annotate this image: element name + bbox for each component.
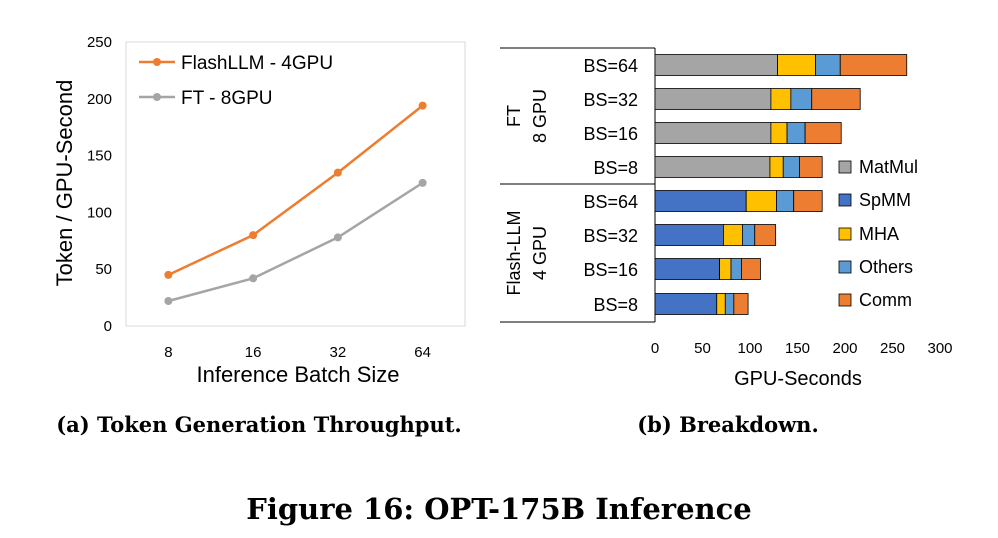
bar-segment-others — [786, 122, 806, 144]
line-series-0 — [167, 104, 424, 277]
line-series-1 — [168, 181, 424, 303]
bar-segment-matmul — [654, 88, 772, 110]
breakdown-bar-chart: FT 8 GPU BS=64 BS=32 BS=16 BS=8 Flash-LLM 4 GPU… — [500, 47, 953, 390]
bar-x-tick-label: 250 — [880, 340, 905, 357]
legend-label: Comm — [859, 290, 912, 310]
legend-swatch-matmul — [838, 160, 852, 174]
line-point — [333, 168, 342, 177]
bar-segment-mha — [770, 122, 788, 144]
bar-segment-others — [776, 190, 795, 212]
bar-x-tick-label: 0 — [651, 340, 659, 357]
legend-label: SpMM — [859, 190, 911, 210]
caption-b: (b) Breakdown. — [637, 412, 819, 437]
bar-row-label: BS=8 — [593, 295, 638, 315]
bar-group-label: FT — [504, 105, 524, 127]
bar-segment-mha — [719, 258, 732, 280]
bar-segment-others — [742, 224, 756, 246]
bar-row-label: BS=64 — [583, 192, 638, 212]
bar-segment-comm — [793, 190, 823, 212]
bar-segment-spmm — [654, 190, 747, 212]
line-x-tick-label: 64 — [414, 344, 431, 361]
bar-segment-others — [730, 258, 742, 280]
line-point — [418, 101, 427, 110]
line-point — [333, 233, 342, 242]
bar-x-tick-label: 100 — [737, 340, 762, 357]
bar-segment-spmm — [654, 293, 718, 315]
line-y-tick-label: 250 — [87, 34, 112, 51]
bar-x-tick-label: 300 — [927, 340, 952, 357]
throughput-line-chart: 0 50 100 150 200 250 8 16 32 64 FlashLLM - 4GPU F… — [52, 34, 466, 387]
bar-segment-comm — [804, 122, 842, 144]
line-y-axis-label: Token / GPU-Second — [52, 80, 77, 287]
bar-segment-comm — [733, 293, 749, 315]
line-y-tick-label: 100 — [87, 204, 112, 221]
bar-group-label: 8 GPU — [530, 89, 550, 143]
line-y-tick-label: 0 — [104, 318, 112, 335]
line-point — [418, 178, 427, 187]
bar-row-label: BS=32 — [583, 226, 638, 246]
bar-segment-mha — [723, 224, 743, 246]
line-x-tick-label: 32 — [330, 344, 347, 361]
bar-row-label: BS=16 — [583, 124, 638, 144]
legend-label: MatMul — [859, 157, 918, 177]
line-chart-frame — [125, 41, 466, 327]
bar-segment-mha — [777, 54, 816, 76]
legend-label: Others — [859, 257, 913, 277]
line-x-tick-label: 16 — [245, 344, 262, 361]
bar-group-label: 4 GPU — [530, 226, 550, 280]
bar-row-label: BS=64 — [583, 56, 638, 76]
legend-label: FT - 8GPU — [181, 88, 273, 109]
line-point — [164, 297, 173, 306]
legend-point-marker — [153, 93, 161, 101]
legend-swatch-comm — [838, 293, 852, 307]
bar-x-tick-label: 150 — [785, 340, 810, 357]
bar-segment-comm — [811, 88, 861, 110]
figure-title: Figure 16: OPT-175B Inference — [246, 492, 751, 526]
bar-segment-matmul — [654, 54, 778, 76]
legend-label: FlashLLM - 4GPU — [181, 53, 333, 74]
bar-segment-comm — [839, 54, 908, 76]
line-y-tick-label: 50 — [95, 261, 112, 278]
caption-a: (a) Token Generation Throughput. — [56, 412, 462, 437]
bar-segment-comm — [741, 258, 761, 280]
bar-segment-others — [790, 88, 813, 110]
bar-segment-comm — [754, 224, 777, 246]
legend-point-marker — [153, 58, 161, 66]
legend-label: MHA — [859, 224, 899, 244]
line-point — [164, 270, 173, 279]
bar-x-tick-label: 50 — [694, 340, 711, 357]
line-point — [249, 231, 258, 240]
bar-segment-mha — [770, 88, 792, 110]
bar-row-label: BS=32 — [583, 90, 638, 110]
bar-segment-comm — [799, 156, 823, 178]
bar-segment-others — [782, 156, 800, 178]
bar-segment-others — [815, 54, 841, 76]
bar-segment-others — [724, 293, 735, 315]
line-x-axis-label: Inference Batch Size — [196, 362, 399, 387]
bar-segment-mha — [716, 293, 726, 315]
bar-segment-matmul — [654, 156, 771, 178]
line-x-tick-label: 8 — [164, 344, 172, 361]
bar-group-label: Flash-LLM — [504, 210, 524, 295]
bar-segment-mha — [745, 190, 778, 212]
bar-segment-mha — [769, 156, 784, 178]
line-y-tick-label: 150 — [87, 148, 112, 165]
bar-row-label: BS=8 — [593, 158, 638, 178]
bar-row-label: BS=16 — [583, 260, 638, 280]
line-point — [249, 274, 258, 283]
legend-swatch-spmm — [838, 193, 852, 207]
bar-x-tick-label: 200 — [832, 340, 857, 357]
bar-segment-spmm — [654, 258, 720, 280]
line-y-tick-label: 200 — [87, 91, 112, 108]
legend-swatch-others — [838, 260, 852, 274]
bar-segment-spmm — [654, 224, 724, 246]
legend-swatch-mha — [838, 227, 852, 241]
bar-segment-matmul — [654, 122, 772, 144]
bar-x-axis-label: GPU-Seconds — [734, 368, 862, 390]
